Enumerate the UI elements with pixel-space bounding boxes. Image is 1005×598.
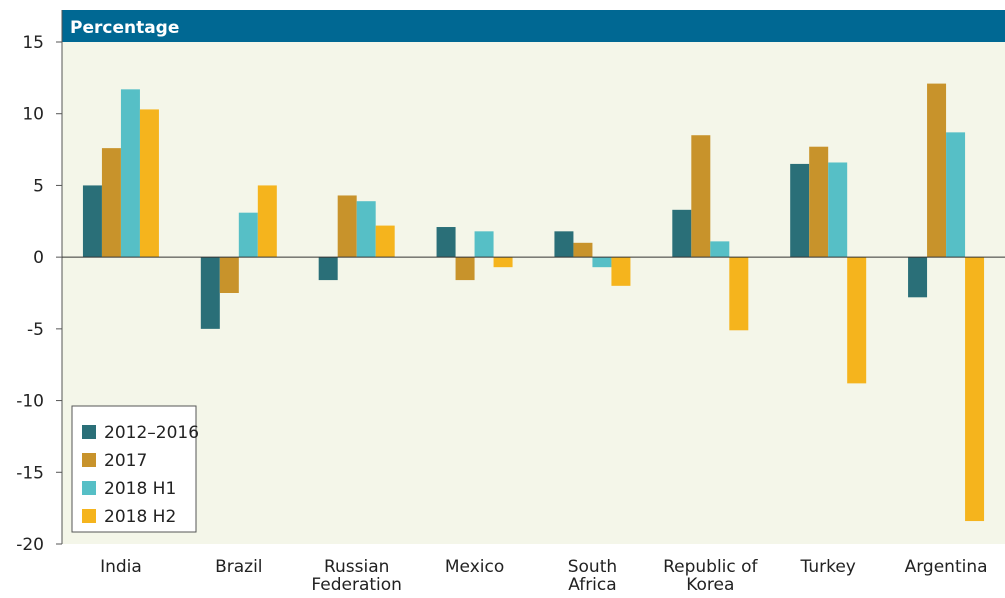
x-tick-label: Turkey — [800, 557, 856, 577]
bar — [847, 257, 867, 384]
legend-label: 2012–2016 — [104, 423, 199, 443]
legend-label: 2018 H1 — [104, 479, 176, 499]
y-tick-label: 10 — [22, 105, 44, 125]
bar — [436, 227, 456, 258]
y-tick-label: 15 — [22, 33, 44, 53]
bar — [691, 135, 711, 258]
bar — [455, 257, 475, 281]
bar — [729, 257, 749, 331]
legend-label: 2017 — [104, 451, 147, 471]
y-axis: 15 10 5 0 -5 -10 -15 -20 — [16, 10, 63, 555]
y-tick-label: -5 — [27, 320, 44, 340]
y-tick-label: 5 — [33, 176, 44, 196]
x-tick-label: Brazil — [215, 557, 262, 577]
legend-swatch — [82, 481, 96, 495]
bar — [356, 201, 376, 258]
x-tick-label: Africa — [568, 575, 617, 595]
bar — [908, 257, 928, 298]
x-tick-label: Argentina — [905, 557, 988, 577]
bar — [219, 257, 239, 293]
x-tick-label: India — [100, 557, 142, 577]
legend-swatch — [82, 509, 96, 523]
bar — [82, 185, 102, 258]
bar — [238, 212, 258, 258]
bar — [257, 185, 277, 258]
y-tick-label: -15 — [16, 463, 44, 483]
bar — [554, 231, 574, 258]
bar — [375, 225, 395, 258]
bar — [120, 89, 140, 258]
chart-title: Percentage — [70, 18, 179, 38]
x-tick-label: Mexico — [445, 557, 504, 577]
legend-label: 2018 H2 — [104, 507, 176, 527]
y-tick-label: -10 — [16, 392, 44, 412]
bar — [318, 257, 338, 281]
bar — [200, 257, 220, 329]
bar — [474, 231, 494, 258]
bar — [828, 162, 848, 258]
y-tick-label: -20 — [16, 535, 44, 555]
bar — [809, 146, 829, 258]
x-tick-label: Republic of — [663, 557, 758, 577]
title-bar — [62, 10, 1005, 42]
bar — [573, 242, 593, 258]
legend-swatch — [82, 453, 96, 467]
legend: 2012–2016 2017 2018 H1 2018 H2 — [71, 405, 199, 533]
bar — [965, 257, 985, 522]
bar — [672, 209, 692, 258]
bar — [337, 195, 357, 258]
bar — [710, 241, 730, 258]
x-tick-label: Russian — [324, 557, 389, 577]
bar — [139, 109, 159, 258]
legend-swatch — [82, 425, 96, 439]
bars — [82, 83, 985, 522]
bar — [790, 163, 810, 258]
x-tick-label: Federation — [311, 575, 402, 595]
bar — [611, 257, 631, 286]
bar — [493, 257, 513, 268]
bar — [592, 257, 612, 268]
y-tick-label: 0 — [33, 248, 44, 268]
x-tick-label: South — [568, 557, 617, 577]
bar — [946, 132, 966, 258]
bar — [101, 148, 121, 258]
x-tick-label: Korea — [686, 575, 734, 595]
bar — [927, 83, 947, 258]
